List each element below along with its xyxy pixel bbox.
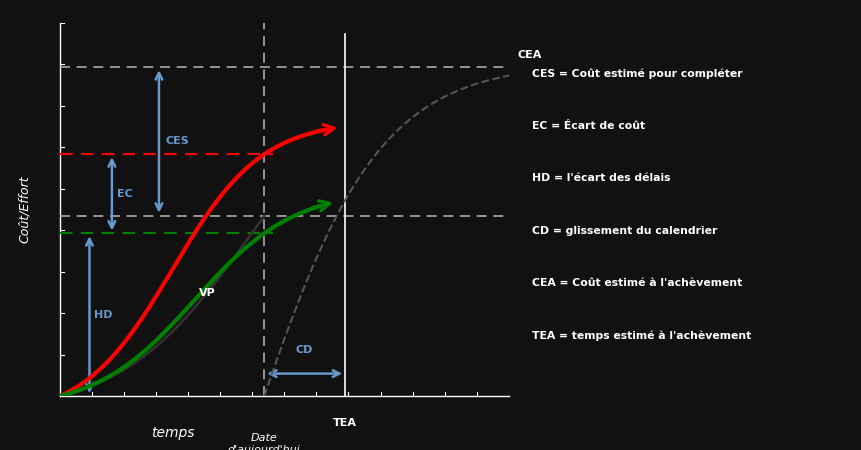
Text: CD: CD — [295, 345, 313, 355]
Text: temps: temps — [151, 426, 194, 440]
Text: HD: HD — [94, 310, 112, 320]
Text: TEA: TEA — [332, 418, 356, 428]
Text: HD = l'écart des délais: HD = l'écart des délais — [532, 173, 670, 183]
Text: CD = glissement du calendrier: CD = glissement du calendrier — [532, 225, 717, 235]
Text: CEA: CEA — [517, 50, 542, 60]
Text: VP: VP — [199, 288, 216, 298]
Text: EC: EC — [117, 189, 133, 199]
Text: CEA = Coût estimé à l'achèvement: CEA = Coût estimé à l'achèvement — [532, 278, 742, 288]
Text: TEA = temps estimé à l'achèvement: TEA = temps estimé à l'achèvement — [532, 330, 751, 341]
Text: CES: CES — [165, 136, 189, 146]
Text: Date
d'aujourd'hui: Date d'aujourd'hui — [227, 433, 300, 450]
Text: CES = Coût estimé pour compléter: CES = Coût estimé pour compléter — [532, 68, 742, 79]
Text: Coût/Effort: Coût/Effort — [18, 176, 31, 243]
Text: EC = Écart de coût: EC = Écart de coût — [532, 121, 645, 131]
